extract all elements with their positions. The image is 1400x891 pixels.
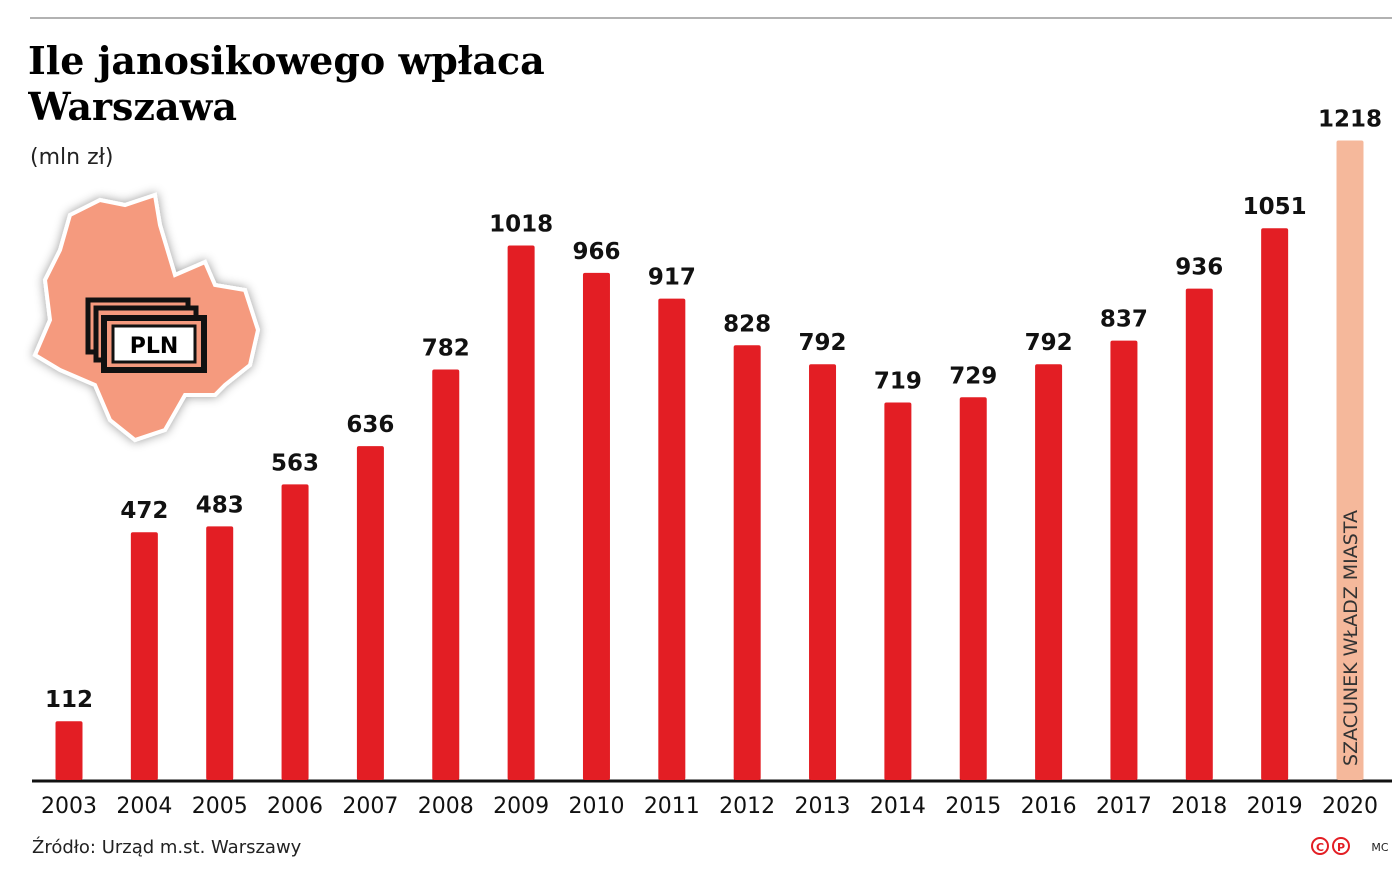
map-icon: PLN — [32, 192, 261, 443]
logo-circle — [1332, 837, 1350, 855]
logo-letter: P — [1337, 841, 1345, 854]
value-label: 719 — [874, 369, 922, 395]
value-label: 1051 — [1243, 194, 1307, 220]
logo-circle — [1311, 837, 1329, 855]
x-tick-label: 2012 — [719, 794, 775, 819]
source: Źródło: Urząd m.st. Warszawy — [32, 836, 302, 858]
bar — [658, 298, 686, 780]
x-tick-label: 2010 — [568, 794, 624, 819]
value-label: 837 — [1100, 307, 1148, 333]
icon-label: PLN — [130, 334, 179, 359]
bar — [809, 364, 837, 780]
value-label: 729 — [949, 363, 997, 389]
bar — [733, 345, 761, 780]
bar — [55, 721, 83, 780]
bar — [884, 402, 912, 780]
value-label: 563 — [271, 450, 319, 476]
value-label: 966 — [572, 239, 620, 265]
bar — [1035, 364, 1063, 780]
x-tick-label: 2005 — [192, 794, 248, 819]
bar — [281, 484, 309, 780]
bar — [1185, 288, 1213, 780]
value-label: 112 — [45, 687, 93, 713]
x-tick-label: 2006 — [267, 794, 323, 819]
value-label: 782 — [422, 335, 470, 361]
bar — [582, 272, 610, 780]
bar — [130, 532, 158, 780]
value-label: 792 — [799, 330, 847, 356]
bar — [206, 526, 234, 780]
bill-inner — [111, 324, 197, 364]
x-tick-label: 2017 — [1096, 794, 1152, 819]
annotation: SZACUNEK WŁADZ MIASTA — [1340, 510, 1362, 766]
title-box: Ile janosikowego wpłaca Warszawa — [28, 38, 545, 129]
value-label: 828 — [723, 311, 771, 337]
value-label: 636 — [346, 412, 394, 438]
value-label: 472 — [120, 498, 168, 524]
logo-letter: C — [1316, 841, 1324, 854]
chart-title: Ile janosikowego wpłaca Warszawa — [28, 38, 545, 129]
value-label: 917 — [648, 265, 696, 291]
x-tick-label: 2014 — [870, 794, 926, 819]
x-tick-label: 2007 — [342, 794, 398, 819]
x-tick-label: 2011 — [644, 794, 700, 819]
value-label: 1218 — [1318, 107, 1382, 133]
x-tick-label: 2008 — [418, 794, 474, 819]
value-label: 936 — [1175, 255, 1223, 281]
x-tick-label: 2019 — [1247, 794, 1303, 819]
bar — [356, 446, 384, 780]
bar — [959, 397, 987, 780]
value-label: 483 — [196, 492, 244, 518]
bar — [507, 245, 535, 781]
x-tick-label: 2013 — [795, 794, 851, 819]
bar — [432, 369, 460, 780]
value-label: 1018 — [489, 212, 553, 238]
x-tick-label: 2004 — [116, 794, 172, 819]
bar — [1110, 340, 1138, 780]
x-tick-label: 2020 — [1322, 794, 1378, 819]
x-tick-label: 2016 — [1021, 794, 1077, 819]
author: MC — [1371, 841, 1388, 854]
value-label: 792 — [1025, 330, 1073, 356]
x-tick-label: 2015 — [945, 794, 1001, 819]
x-tick-label: 2009 — [493, 794, 549, 819]
x-tick-label: 2003 — [41, 794, 97, 819]
chart-subtitle: (mln zł) — [30, 145, 113, 170]
x-tick-label: 2018 — [1171, 794, 1227, 819]
bar — [1261, 228, 1289, 781]
bar — [1336, 140, 1364, 781]
